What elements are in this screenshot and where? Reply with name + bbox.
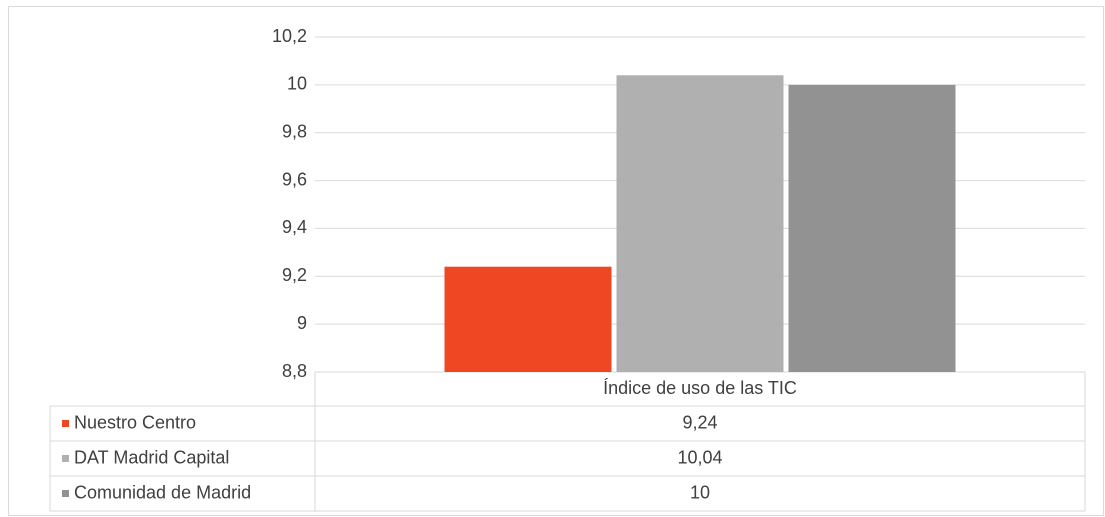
table-value: 10,04 xyxy=(677,447,722,467)
bar xyxy=(616,75,784,373)
bar xyxy=(788,84,956,372)
legend-label: DAT Madrid Capital xyxy=(74,447,229,467)
y-tick-label: 8,8 xyxy=(282,361,307,381)
chart-frame xyxy=(8,6,1104,516)
legend-key xyxy=(62,490,69,497)
legend-label: Comunidad de Madrid xyxy=(74,482,251,502)
legend-key xyxy=(62,455,69,462)
legend-key xyxy=(62,420,69,427)
bar xyxy=(444,266,612,372)
y-tick-label: 9,6 xyxy=(282,169,307,189)
table-value: 9,24 xyxy=(682,412,717,432)
legend-label: Nuestro Centro xyxy=(74,412,196,432)
y-tick-label: 10,2 xyxy=(272,26,307,46)
y-tick-label: 9,4 xyxy=(282,217,307,237)
x-tick-label: Índice de uso de las TIC xyxy=(603,378,797,398)
y-tick-label: 9 xyxy=(297,313,307,333)
y-tick-label: 9,2 xyxy=(282,265,307,285)
y-tick-label: 9,8 xyxy=(282,121,307,141)
y-tick-label: 10 xyxy=(287,74,307,94)
table-value: 10 xyxy=(690,482,710,502)
